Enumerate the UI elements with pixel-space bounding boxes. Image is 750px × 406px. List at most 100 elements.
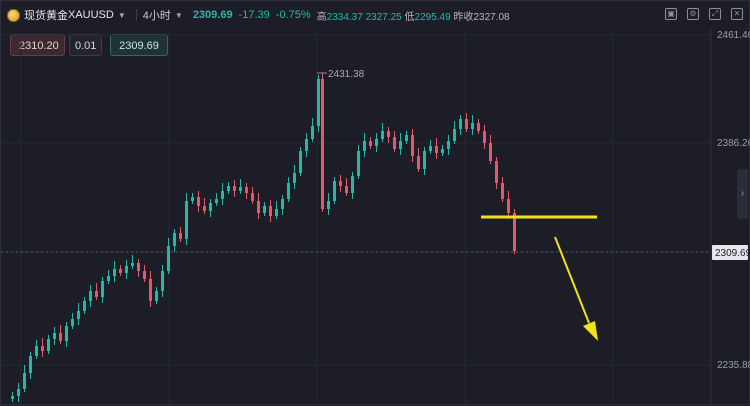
candle-body: [221, 191, 224, 199]
axis-label-top: 2461.46: [717, 30, 750, 41]
candle-body: [83, 301, 86, 311]
candle-body: [119, 269, 122, 273]
candle-body: [293, 173, 296, 183]
candle-body: [17, 389, 20, 396]
open-value: 2327.25: [365, 11, 402, 23]
prev-close-value: 2327.08: [473, 11, 510, 23]
candle-body: [77, 311, 80, 319]
candle-body: [263, 206, 266, 213]
axis-label-bottom: 2235.88: [717, 360, 750, 371]
trend-arrow-shaft[interactable]: [554, 236, 590, 324]
candle-body: [125, 266, 128, 273]
high-value: 2334.37: [326, 11, 363, 23]
price-change-percent: -0.75%: [275, 9, 311, 21]
candle-body: [149, 279, 152, 301]
candle-body: [465, 119, 468, 129]
current-price-tag: 2309.69: [715, 248, 750, 259]
candle-body: [489, 143, 492, 161]
price-change: -17.39: [238, 9, 270, 21]
candle-body: [227, 186, 230, 191]
high-marker-label: 2431.38: [328, 69, 365, 80]
quantity-input[interactable]: 0.01: [69, 34, 102, 56]
last-price: 2309.69: [192, 9, 233, 21]
candle-body: [501, 183, 504, 199]
candles: [11, 73, 516, 402]
chevron-right-icon[interactable]: ›: [737, 169, 748, 219]
sell-price-button[interactable]: 2310.20: [10, 34, 65, 56]
candle-body: [375, 139, 378, 146]
high-label: 高: [316, 11, 327, 23]
candle-body: [179, 233, 182, 239]
candle-body: [381, 131, 384, 139]
chart-grid: [1, 29, 711, 404]
chevron-down-icon[interactable]: ▼: [174, 10, 183, 20]
candle-body: [101, 281, 104, 297]
candle-body: [477, 123, 480, 131]
order-panel: 2310.20 0.01 2309.69: [10, 34, 168, 56]
candle-body: [351, 176, 354, 193]
candle-body: [113, 269, 116, 276]
candle-body: [107, 276, 110, 281]
candle-body: [215, 199, 218, 203]
candle-body: [357, 151, 360, 176]
candle-body: [53, 333, 56, 339]
candle-body: [185, 201, 188, 239]
candle-body: [65, 326, 68, 341]
candle-body: [47, 339, 50, 351]
candle-body: [369, 141, 372, 146]
candle-body: [59, 333, 62, 341]
candle-body: [95, 291, 98, 297]
candle-body: [311, 126, 314, 139]
candle-body: [345, 186, 348, 193]
candle-body: [23, 373, 26, 389]
candle-body: [239, 187, 242, 191]
candle-body: [167, 246, 170, 271]
symbol-name[interactable]: 现货黄金: [24, 10, 68, 22]
candle-body: [321, 79, 324, 209]
candle-body: [29, 356, 32, 373]
current-price-tag-bg: [712, 245, 748, 260]
candle-body: [393, 137, 396, 149]
chart-header: 现货黄金 XAUUSD ▼ 4小时 ▼ 2309.69 -17.39 -0.75…: [1, 1, 750, 29]
candle-body: [453, 129, 456, 141]
candle-body: [275, 209, 278, 216]
snapshot-icon[interactable]: ▣: [665, 8, 677, 20]
candle-body: [363, 141, 366, 151]
ohlc-readout: 高2334.37 2327.25 低2295.49 昨收2327.08: [317, 8, 510, 23]
toolbar: ▣ ⚙ ⤢ ✕: [665, 8, 743, 20]
candle-body: [417, 156, 420, 169]
settings-icon[interactable]: ⚙: [687, 8, 699, 20]
candle-body: [161, 271, 164, 291]
candle-body: [327, 201, 330, 209]
candle-body: [131, 263, 134, 266]
candle-body: [173, 233, 176, 246]
candle-body: [35, 346, 38, 356]
fullscreen-icon[interactable]: ⤢: [709, 8, 721, 20]
timeframe-selector[interactable]: 4小时: [142, 10, 171, 22]
candle-body: [191, 197, 194, 201]
candle-body: [339, 181, 342, 186]
axis-label-mid: 2386.26: [717, 138, 750, 149]
chevron-down-icon[interactable]: ▼: [117, 10, 126, 20]
candle-body: [399, 141, 402, 149]
candle-body: [423, 151, 426, 169]
candle-body: [333, 181, 336, 201]
symbol-code[interactable]: XAUUSD: [68, 9, 114, 21]
divider: [135, 9, 137, 21]
candle-body: [287, 183, 290, 199]
close-icon[interactable]: ✕: [731, 8, 743, 20]
candle-body: [41, 346, 44, 351]
candle-body: [89, 291, 92, 301]
candle-body: [411, 135, 414, 156]
coin-icon: [7, 8, 20, 22]
candle-body: [155, 291, 158, 301]
candle-body: [447, 141, 450, 149]
candle-body: [197, 197, 200, 206]
candle-body: [299, 151, 302, 173]
candle-body: [257, 201, 260, 213]
candle-body: [513, 213, 516, 251]
candle-body: [71, 319, 74, 326]
trend-arrow-head[interactable]: [583, 321, 598, 341]
